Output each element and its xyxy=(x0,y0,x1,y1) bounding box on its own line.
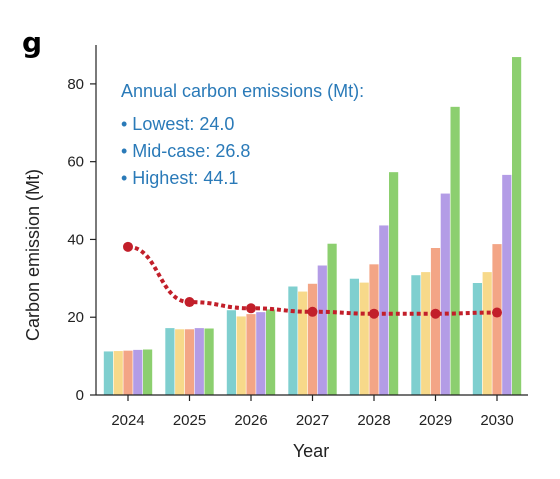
bar-2025-series-3 xyxy=(184,329,195,395)
bar-2024-series-4 xyxy=(133,349,143,395)
bar-2029-series-1 xyxy=(411,275,421,395)
x-tick-label-2025: 2025 xyxy=(173,412,206,429)
trend-layer xyxy=(123,241,502,319)
bar-2024-series-3 xyxy=(123,350,133,395)
bar-2026-series-4 xyxy=(256,312,266,395)
x-tick-label-2027: 2027 xyxy=(296,412,329,429)
annotation-highest: • Highest: 44.1 xyxy=(121,168,238,188)
bar-2029-series-5 xyxy=(450,106,460,395)
trend-point-2025 xyxy=(184,297,195,308)
x-tick-label-2030: 2030 xyxy=(480,412,513,429)
bar-2026-series-1 xyxy=(226,310,236,395)
annotation-lowest: • Lowest: 24.0 xyxy=(121,114,234,134)
trend-point-2027 xyxy=(307,306,318,317)
bar-2027-series-4 xyxy=(317,265,327,395)
bar-2024-series-2 xyxy=(113,351,123,395)
bar-2025-series-4 xyxy=(194,328,204,395)
x-tick-label-2026: 2026 xyxy=(234,412,267,429)
annotation-title: Annual carbon emissions (Mt): xyxy=(121,81,364,101)
bar-2028-series-2 xyxy=(359,282,369,395)
bar-2030-series-2 xyxy=(482,272,492,395)
x-axis-title: Year xyxy=(293,441,329,461)
x-tick-label-2024: 2024 xyxy=(111,412,144,429)
y-tick-label-80: 80 xyxy=(67,76,84,93)
x-tick-label-2029: 2029 xyxy=(419,412,452,429)
trend-point-2024 xyxy=(123,241,133,252)
bar-2029-series-3 xyxy=(430,248,441,395)
bar-2028-series-4 xyxy=(379,225,389,395)
bar-2030-series-3 xyxy=(492,244,502,395)
bar-2025-series-1 xyxy=(165,328,175,395)
bar-2029-series-2 xyxy=(421,272,431,395)
bar-2026-series-3 xyxy=(246,314,256,395)
bar-2030-series-4 xyxy=(502,174,512,395)
trend-point-2028 xyxy=(369,308,379,319)
trend-line xyxy=(127,244,498,316)
y-tick-label-20: 20 xyxy=(67,309,84,326)
bar-2028-series-5 xyxy=(389,172,399,395)
bar-2029-series-4 xyxy=(440,193,450,395)
bar-2028-series-3 xyxy=(369,264,379,395)
bar-2027-series-2 xyxy=(298,291,308,395)
bar-2030-series-5 xyxy=(512,57,522,396)
bar-2027-series-3 xyxy=(307,283,318,395)
bar-2024-series-5 xyxy=(143,349,153,395)
y-axis-title: Carbon emission (Mt) xyxy=(23,169,43,341)
annotation-box: Annual carbon emissions (Mt): • Lowest: … xyxy=(121,81,364,188)
bar-2030-series-1 xyxy=(472,283,482,395)
y-tick-label-0: 0 xyxy=(76,387,84,404)
y-tick-label-40: 40 xyxy=(67,231,84,248)
trend-point-2026 xyxy=(246,303,256,314)
trend-point-2030 xyxy=(492,307,502,318)
bar-2027-series-1 xyxy=(288,286,298,395)
bar-2025-series-2 xyxy=(175,329,185,395)
trend-point-2029 xyxy=(430,308,441,319)
annotation-mid-case: • Mid-case: 26.8 xyxy=(121,141,250,161)
bar-2028-series-1 xyxy=(349,278,359,395)
bar-2025-series-5 xyxy=(204,328,214,395)
bar-2026-series-5 xyxy=(266,309,276,395)
panel-label: g xyxy=(22,26,42,59)
y-tick-label-60: 60 xyxy=(67,154,84,171)
bars-layer xyxy=(103,57,522,396)
bar-2026-series-2 xyxy=(236,316,246,395)
axes: 0 20 40 60 80 2024 2025 2026 2027 2028 2029 2030 xyxy=(67,45,528,429)
bar-2027-series-5 xyxy=(327,243,337,395)
x-tick-label-2028: 2028 xyxy=(357,412,390,429)
bar-2024-series-1 xyxy=(103,351,113,395)
